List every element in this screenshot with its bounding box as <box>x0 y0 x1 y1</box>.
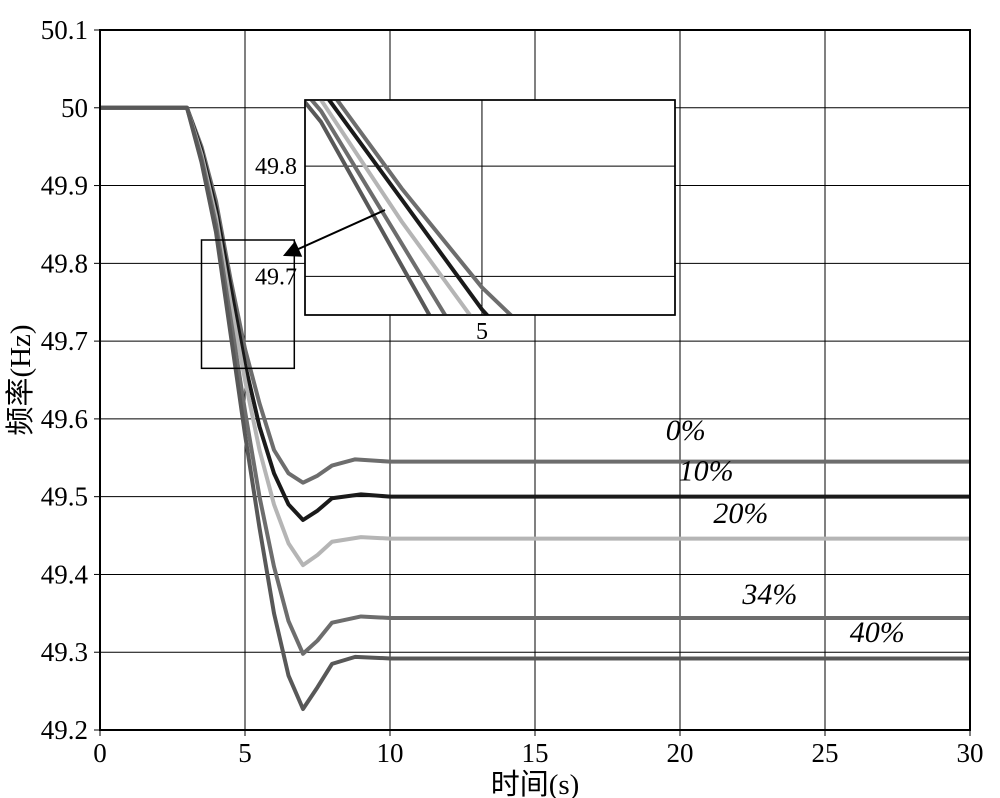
y-axis-label: 频率(Hz) <box>4 324 37 435</box>
x-tick-label: 5 <box>238 738 252 768</box>
y-tick-label: 49.4 <box>41 559 89 589</box>
series-label-20%: 20% <box>713 497 768 530</box>
series-label-10%: 10% <box>679 454 734 487</box>
x-tick-label: 20 <box>667 738 694 768</box>
y-tick-label: 49.8 <box>41 248 88 278</box>
series-label-34%: 34% <box>741 578 797 611</box>
y-tick-label: 49.6 <box>41 404 88 434</box>
x-axis-label: 时间(s) <box>491 768 580 798</box>
inset-y-label: 49.7 <box>255 264 297 290</box>
y-tick-label: 50 <box>61 93 88 123</box>
y-tick-label: 49.9 <box>41 171 88 201</box>
series-label-40%: 40% <box>850 616 905 649</box>
x-tick-label: 0 <box>93 738 107 768</box>
x-tick-label: 25 <box>812 738 839 768</box>
series-label-0%: 0% <box>666 414 706 447</box>
y-tick-label: 49.2 <box>41 715 88 745</box>
x-tick-label: 15 <box>522 738 549 768</box>
inset-y-label: 49.8 <box>255 154 297 180</box>
x-tick-label: 30 <box>957 738 984 768</box>
inset-x-label: 5 <box>476 319 488 345</box>
y-tick-label: 49.7 <box>41 326 88 356</box>
y-tick-label: 49.3 <box>41 637 88 667</box>
y-tick-label: 50.1 <box>41 15 88 45</box>
x-tick-label: 10 <box>377 738 404 768</box>
y-tick-label: 49.5 <box>41 482 88 512</box>
